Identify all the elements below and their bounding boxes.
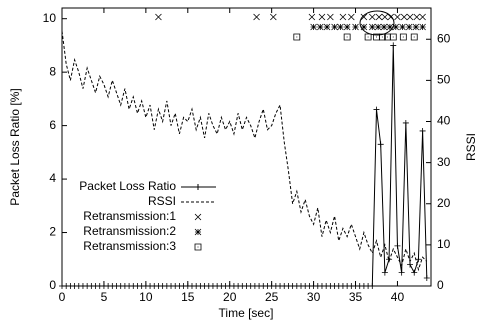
event-marker	[318, 13, 326, 21]
event-marker	[412, 23, 420, 31]
legend-swatch-marker	[195, 184, 201, 190]
event-marker	[392, 23, 400, 31]
event-marker	[364, 33, 372, 41]
point-marker	[398, 269, 405, 276]
y2-tick-label: 50	[437, 73, 451, 87]
highlight-circle	[359, 10, 395, 36]
event-marker	[399, 33, 407, 41]
event-marker	[413, 13, 421, 21]
y-tick-label: 0	[49, 278, 56, 292]
y2-tick-label: 20	[437, 196, 451, 210]
event-marker	[343, 23, 351, 31]
event-marker	[387, 13, 395, 21]
event-marker	[374, 23, 382, 31]
point-marker	[411, 269, 418, 276]
event-marker	[360, 13, 368, 21]
event-marker	[348, 13, 355, 21]
event-marker	[400, 13, 408, 21]
y2-tick-label: 40	[437, 114, 451, 128]
x-tick-label: 20	[223, 290, 237, 304]
point-marker	[407, 261, 414, 268]
point-marker	[386, 256, 393, 263]
x-tick-label: 15	[181, 290, 195, 304]
event-marker	[369, 23, 376, 31]
event-marker	[337, 23, 344, 31]
event-marker	[155, 13, 162, 21]
event-marker	[375, 13, 383, 21]
point-marker	[381, 269, 388, 276]
y2-axis-label: RSSI	[464, 133, 478, 161]
event-marker	[360, 23, 368, 31]
x-tick-label: 30	[307, 290, 321, 304]
event-marker	[406, 13, 414, 21]
y-tick-label: 2	[49, 225, 56, 239]
event-marker	[369, 13, 376, 21]
event-marker	[352, 23, 359, 31]
point-marker	[394, 242, 401, 249]
event-marker	[386, 23, 394, 31]
legend-label: Retransmission:3	[83, 239, 176, 253]
event-marker	[317, 23, 324, 31]
y2-tick-label: 0	[437, 278, 444, 292]
y2-tick-label: 30	[437, 155, 451, 169]
event-marker	[308, 13, 316, 21]
x-tick-label: 10	[139, 290, 153, 304]
y-axis-label: Packet Loss Ratio [%]	[8, 88, 22, 205]
event-marker	[327, 13, 334, 21]
y2-tick-label: 60	[437, 31, 451, 45]
event-marker	[293, 33, 301, 41]
legend-label: Packet Loss Ratio	[79, 179, 176, 193]
legend-swatch	[194, 213, 202, 221]
point-marker	[373, 106, 380, 113]
x-tick-label: 25	[265, 290, 279, 304]
event-marker	[339, 13, 347, 21]
point-marker	[390, 42, 397, 49]
series-line	[61, 30, 428, 272]
event-marker	[270, 13, 277, 21]
x-tick-label: 0	[59, 290, 66, 304]
y2-tick-label: 10	[437, 237, 451, 251]
y-tick-label: 4	[49, 171, 56, 185]
event-marker	[380, 23, 388, 31]
x-axis-label: Time [sec]	[219, 306, 274, 320]
event-marker	[253, 13, 260, 21]
point-marker	[377, 141, 384, 148]
legend-label: Retransmission:1	[83, 209, 176, 223]
legend-label: Retransmission:2	[83, 224, 176, 238]
event-marker	[399, 23, 406, 31]
event-marker	[331, 23, 338, 31]
point-marker	[423, 274, 430, 281]
y-tick-label: 6	[49, 118, 56, 132]
event-marker	[310, 23, 317, 31]
point-marker	[369, 283, 376, 289]
legend-swatch	[194, 228, 202, 236]
event-marker	[410, 33, 418, 41]
legend-swatch	[194, 243, 202, 251]
x-tick-label: 40	[391, 290, 405, 304]
point-marker	[419, 127, 426, 134]
y-tick-label: 8	[49, 64, 56, 78]
event-marker	[381, 13, 389, 21]
event-marker	[394, 13, 401, 21]
point-marker	[415, 256, 422, 263]
event-marker	[343, 33, 351, 41]
event-marker	[389, 33, 397, 41]
legend-label: RSSI	[148, 194, 176, 208]
event-marker	[323, 23, 331, 31]
y-tick-label: 10	[43, 11, 57, 25]
x-tick-label: 35	[349, 290, 363, 304]
x-tick-label: 5	[101, 290, 108, 304]
point-marker	[402, 119, 409, 126]
event-marker	[405, 23, 413, 31]
event-marker	[419, 13, 426, 21]
event-marker	[419, 23, 426, 31]
